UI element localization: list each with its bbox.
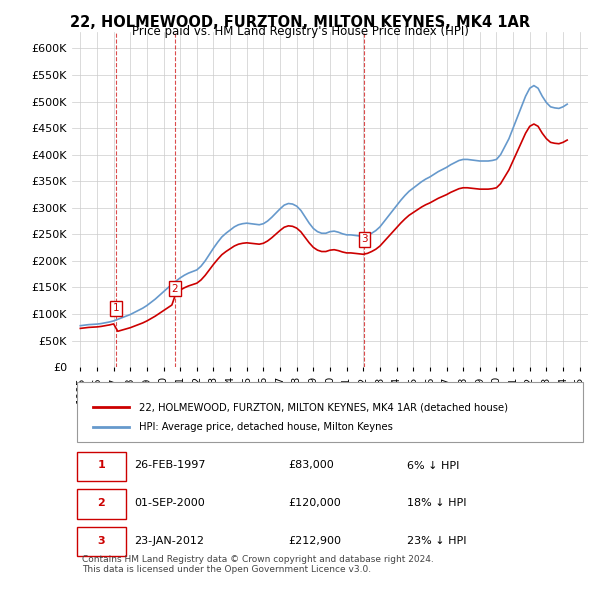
Text: Contains HM Land Registry data © Crown copyright and database right 2024.
This d: Contains HM Land Registry data © Crown c… <box>82 555 434 574</box>
FancyBboxPatch shape <box>77 382 583 442</box>
Text: 3: 3 <box>98 536 105 546</box>
Text: 2: 2 <box>98 498 105 508</box>
Text: 22, HOLMEWOOD, FURZTON, MILTON KEYNES, MK4 1AR: 22, HOLMEWOOD, FURZTON, MILTON KEYNES, M… <box>70 15 530 30</box>
Text: 23-JAN-2012: 23-JAN-2012 <box>134 536 204 546</box>
Text: 23% ↓ HPI: 23% ↓ HPI <box>407 536 467 546</box>
Text: £212,900: £212,900 <box>289 536 342 546</box>
Text: 6% ↓ HPI: 6% ↓ HPI <box>407 460 460 470</box>
FancyBboxPatch shape <box>77 489 126 519</box>
Text: 26-FEB-1997: 26-FEB-1997 <box>134 460 205 470</box>
Text: 22, HOLMEWOOD, FURZTON, MILTON KEYNES, MK4 1AR (detached house): 22, HOLMEWOOD, FURZTON, MILTON KEYNES, M… <box>139 402 508 412</box>
Text: 1: 1 <box>113 303 119 313</box>
Text: 3: 3 <box>361 234 368 244</box>
Text: 01-SEP-2000: 01-SEP-2000 <box>134 498 205 508</box>
Text: 1: 1 <box>98 460 105 470</box>
Text: £83,000: £83,000 <box>289 460 334 470</box>
Text: 18% ↓ HPI: 18% ↓ HPI <box>407 498 467 508</box>
Text: Price paid vs. HM Land Registry's House Price Index (HPI): Price paid vs. HM Land Registry's House … <box>131 25 469 38</box>
Text: 2: 2 <box>172 284 178 294</box>
FancyBboxPatch shape <box>77 527 126 556</box>
Text: £120,000: £120,000 <box>289 498 341 508</box>
Text: HPI: Average price, detached house, Milton Keynes: HPI: Average price, detached house, Milt… <box>139 422 393 432</box>
FancyBboxPatch shape <box>77 451 126 481</box>
